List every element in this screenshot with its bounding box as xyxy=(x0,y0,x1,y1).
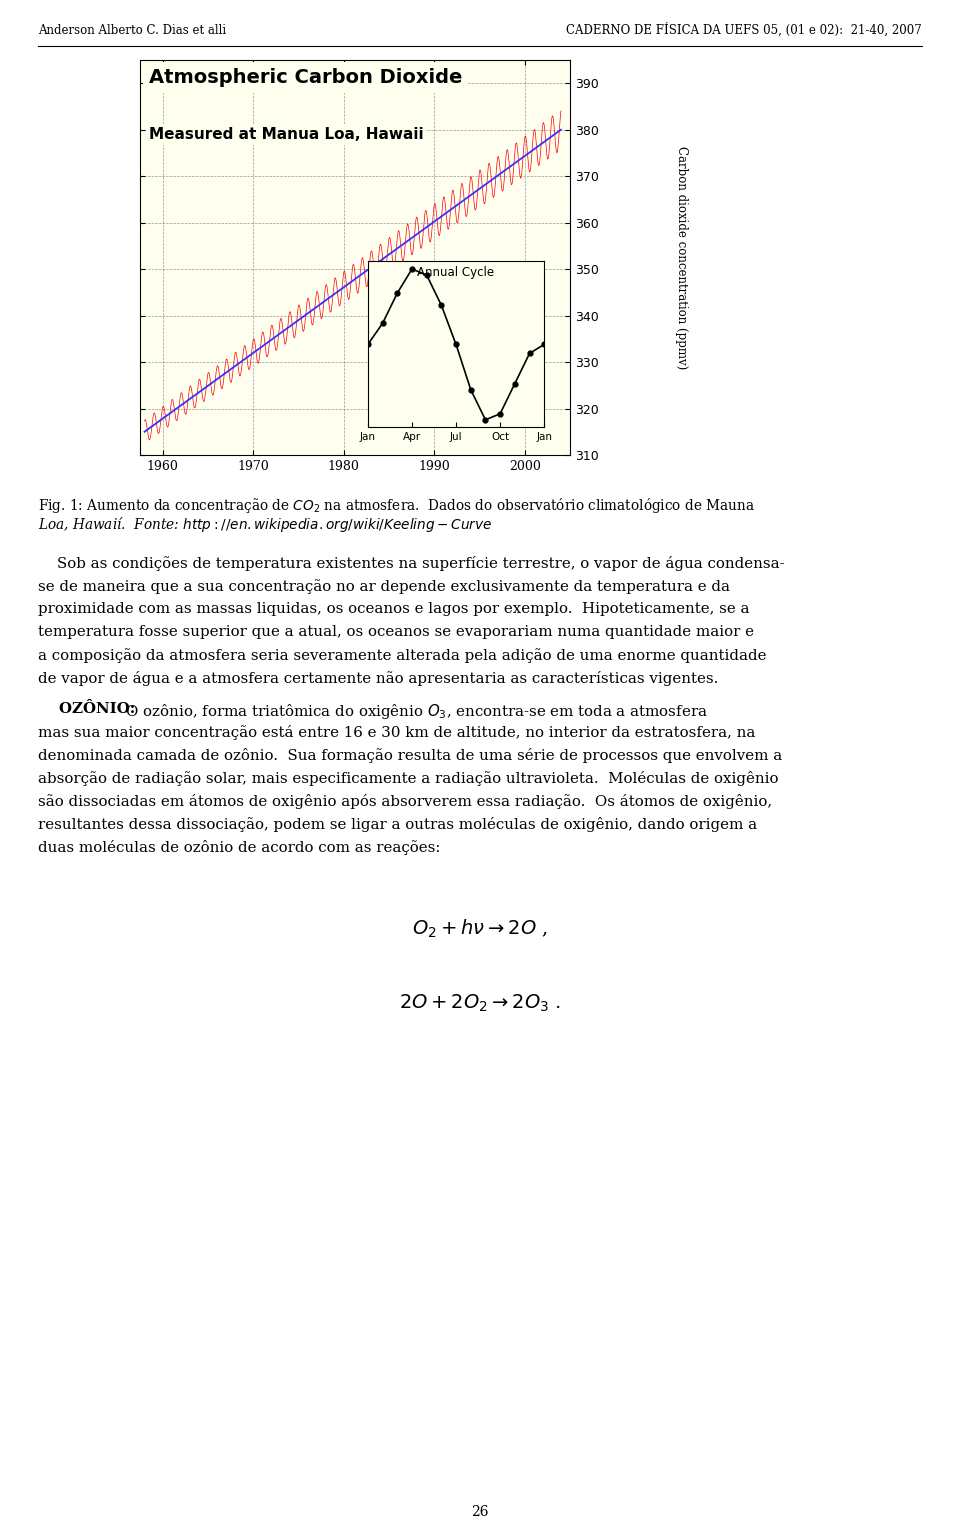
Text: mas sua maior concentração está entre 16 e 30 km de altitude, no interior da est: mas sua maior concentração está entre 16… xyxy=(38,725,756,741)
Text: denominada camada de ozônio.  Sua formação resulta de uma série de processos que: denominada camada de ozônio. Sua formaçã… xyxy=(38,748,782,763)
Text: proximidade com as massas liquidas, os oceanos e lagos por exemplo.  Hipoteticam: proximidade com as massas liquidas, os o… xyxy=(38,601,750,617)
Text: Loa, Hawaií.  Fonte: $http : //en.wikipedia.org/wiki/Keeling - Curve$: Loa, Hawaií. Fonte: $http : //en.wikiped… xyxy=(38,516,492,534)
Text: 26: 26 xyxy=(471,1506,489,1519)
Text: $O_2 + h\nu \rightarrow 2O$ ,: $O_2 + h\nu \rightarrow 2O$ , xyxy=(412,918,548,941)
Text: duas moléculas de ozônio de acordo com as reações:: duas moléculas de ozônio de acordo com a… xyxy=(38,840,441,855)
Text: Annual Cycle: Annual Cycle xyxy=(418,266,494,280)
Text: OZÔNIO:: OZÔNIO: xyxy=(38,702,135,716)
Text: Fig. 1: Aumento da concentração de $CO_2$ na atmosfera.  Dados do observatório c: Fig. 1: Aumento da concentração de $CO_2… xyxy=(38,496,755,516)
Text: resultantes dessa dissociação, podem se ligar a outras moléculas de oxigênio, da: resultantes dessa dissociação, podem se … xyxy=(38,817,757,832)
Text: de vapor de água e a atmosfera certamente não apresentaria as características vi: de vapor de água e a atmosfera certament… xyxy=(38,672,718,685)
Text: temperatura fosse superior que a atual, os oceanos se evaporariam numa quantidad: temperatura fosse superior que a atual, … xyxy=(38,624,754,640)
Text: CADERNO DE FÍSICA DA UEFS 05, (01 e 02):  21-40, 2007: CADERNO DE FÍSICA DA UEFS 05, (01 e 02):… xyxy=(566,23,922,37)
Text: O ozônio, forma triatômica do oxigênio $O_3$, encontra-se em toda a atmosfera: O ozônio, forma triatômica do oxigênio $… xyxy=(121,702,708,721)
Text: Anderson Alberto C. Dias et alli: Anderson Alberto C. Dias et alli xyxy=(38,23,227,37)
Y-axis label: Carbon dioxide concentration (ppmv): Carbon dioxide concentration (ppmv) xyxy=(675,145,688,369)
Text: Sob as condições de temperatura existentes na superfície terrestre, o vapor de á: Sob as condições de temperatura existent… xyxy=(38,555,784,571)
Text: $2O + 2O_2 \rightarrow 2O_3$ .: $2O + 2O_2 \rightarrow 2O_3$ . xyxy=(399,993,561,1014)
Text: Measured at Manua Loa, Hawaii: Measured at Manua Loa, Hawaii xyxy=(149,127,423,142)
Text: são dissociadas em átomos de oxigênio após absorverem essa radiação.  Os átomos : são dissociadas em átomos de oxigênio ap… xyxy=(38,794,772,809)
Text: se de maneira que a sua concentração no ar depende exclusivamente da temperatura: se de maneira que a sua concentração no … xyxy=(38,578,730,594)
Text: absorção de radiação solar, mais especificamente a radiação ultravioleta.  Moléc: absorção de radiação solar, mais especif… xyxy=(38,771,779,786)
Text: Atmospheric Carbon Dioxide: Atmospheric Carbon Dioxide xyxy=(149,67,462,87)
Text: a composição da atmosfera seria severamente alterada pela adição de uma enorme q: a composição da atmosfera seria severame… xyxy=(38,649,766,662)
